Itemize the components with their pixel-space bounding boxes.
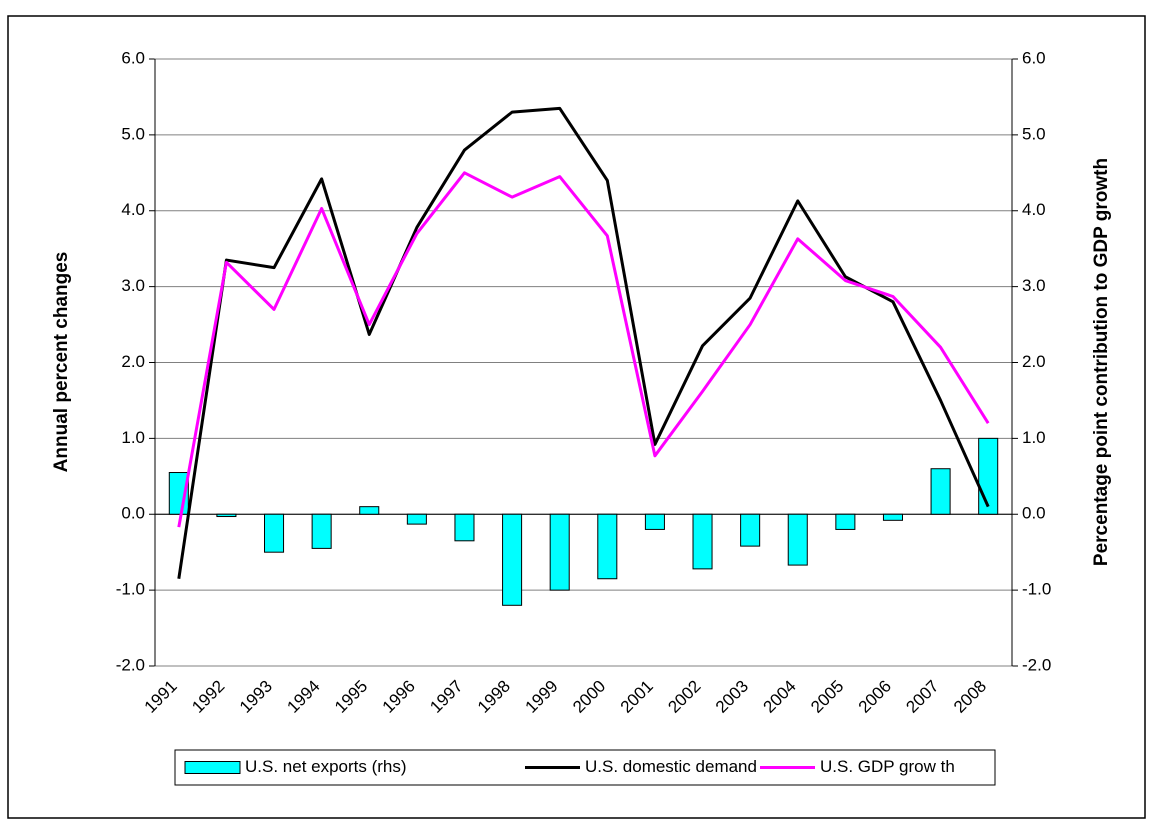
bar — [978, 437, 999, 515]
x-tick-label: 2003 — [712, 677, 752, 717]
y-tick-label: -1.0 — [116, 580, 145, 599]
x-tick-label: 2004 — [760, 677, 800, 717]
y-tick-label: 4.0 — [121, 200, 145, 219]
frame — [7, 15, 1146, 819]
bar — [740, 513, 761, 547]
x-tick-label: 2007 — [902, 677, 942, 717]
y2-tick-label: 1.0 — [1022, 428, 1046, 447]
bar — [454, 513, 475, 542]
y-tick-label: -2.0 — [116, 655, 145, 674]
x-tick-label: 1999 — [522, 677, 562, 717]
x-tick-label: 1993 — [236, 677, 276, 717]
legend-label: U.S. GDP grow th — [820, 757, 955, 776]
y-tick-label: 5.0 — [121, 124, 145, 143]
x-tick-label: 1998 — [474, 677, 514, 717]
y2-tick-label: 4.0 — [1022, 200, 1046, 219]
y-axis-label: Annual percent changes — [51, 252, 72, 473]
bar — [264, 513, 285, 553]
bar — [835, 513, 856, 530]
x-tick-label: 2001 — [617, 677, 657, 717]
y-tick-label: 6.0 — [121, 48, 145, 67]
bar — [787, 513, 808, 566]
y-tick-label: 1.0 — [121, 428, 145, 447]
y-tick-label: 3.0 — [121, 276, 145, 295]
x-tick-label: 2008 — [950, 677, 990, 717]
bar — [644, 513, 665, 530]
bar — [882, 513, 903, 521]
bar — [216, 513, 237, 518]
bar — [692, 513, 713, 570]
y2-tick-label: -2.0 — [1022, 655, 1051, 674]
bar — [359, 506, 380, 515]
y-tick-label: 0.0 — [121, 504, 145, 523]
legend-label: U.S. domestic demand — [585, 757, 757, 776]
y2-tick-label: -1.0 — [1022, 580, 1051, 599]
bar — [311, 513, 332, 549]
y2-tick-label: 6.0 — [1022, 48, 1046, 67]
bar — [406, 513, 427, 525]
y2-tick-label: 3.0 — [1022, 276, 1046, 295]
x-tick-label: 1995 — [331, 677, 371, 717]
y2-tick-label: 5.0 — [1022, 124, 1046, 143]
y2-axis-label: Percentage point contribution to GDP gro… — [1091, 158, 1112, 566]
x-tick-label: 1997 — [426, 677, 466, 717]
y2-tick-label: 2.0 — [1022, 352, 1046, 371]
bar — [930, 468, 951, 515]
bar — [549, 513, 570, 591]
bar — [502, 513, 523, 606]
x-tick-label: 1994 — [283, 677, 323, 717]
legend-swatch — [184, 761, 241, 774]
x-tick-label: 1992 — [188, 677, 228, 717]
x-tick-label: 2005 — [807, 677, 847, 717]
x-tick-label: 2002 — [664, 677, 704, 717]
x-tick-label: 1991 — [141, 677, 181, 717]
y-tick-label: 2.0 — [121, 352, 145, 371]
x-tick-label: 1996 — [379, 677, 419, 717]
legend-box — [174, 749, 996, 786]
line — [177, 171, 990, 528]
y2-tick-label: 0.0 — [1022, 504, 1046, 523]
bar — [597, 513, 618, 580]
x-tick-label: 2006 — [855, 677, 895, 717]
line — [177, 106, 990, 579]
x-tick-label: 2000 — [569, 677, 609, 717]
legend-label: U.S. net exports (rhs) — [245, 757, 407, 776]
